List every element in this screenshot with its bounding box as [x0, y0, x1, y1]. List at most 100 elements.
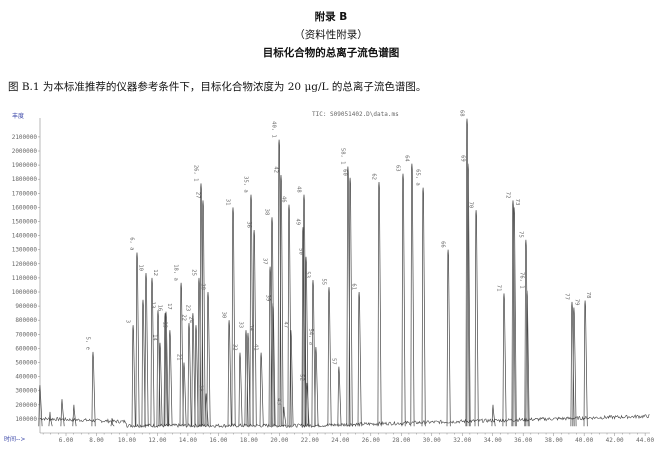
- x-tick-label: 20.00: [270, 437, 288, 444]
- y-tick-label: 1200000: [12, 261, 38, 268]
- peak-label: 39: [265, 295, 271, 302]
- peak: [206, 291, 211, 427]
- peak-label: 47: [282, 321, 288, 328]
- peak-label: 69: [460, 155, 466, 162]
- y-tick-label: 1500000: [12, 219, 38, 226]
- x-tick-label: 32.00: [453, 437, 471, 444]
- peak-label: 52: [298, 374, 304, 381]
- peak: [197, 277, 202, 427]
- peak: [583, 300, 588, 427]
- peak: [282, 406, 287, 427]
- peak: [474, 210, 479, 427]
- y-tick-label: 1900000: [12, 162, 38, 169]
- x-tick-label: 30.00: [423, 437, 441, 444]
- peak-label: 58, 1: [339, 148, 345, 165]
- peak-label: 31: [225, 199, 231, 206]
- y-axis-label: 丰度: [12, 112, 24, 120]
- peak-label: 23: [184, 305, 190, 312]
- peak: [314, 346, 319, 427]
- peak: [201, 200, 206, 427]
- peak: [246, 332, 251, 427]
- peak: [72, 404, 77, 427]
- y-tick-label: 1800000: [12, 176, 38, 183]
- peak-label: 53: [305, 271, 311, 278]
- peak-label: 49: [295, 218, 301, 225]
- peak: [357, 291, 362, 427]
- peak: [491, 404, 496, 427]
- peak-label: 36: [246, 221, 252, 228]
- peak: [38, 385, 43, 427]
- peak-label: 18, a: [173, 264, 179, 281]
- baseline-trace: [40, 414, 650, 429]
- peak: [512, 207, 517, 427]
- peak-label: 42: [273, 166, 279, 173]
- x-tick-label: 12.00: [148, 437, 166, 444]
- peak: [410, 163, 415, 427]
- peak: [446, 249, 451, 427]
- peak-label: 78: [585, 292, 591, 299]
- peak-label: 38: [264, 209, 270, 216]
- peak: [401, 173, 406, 427]
- x-tick-label: 42.00: [606, 437, 624, 444]
- peak-label: 77: [564, 293, 570, 300]
- x-tick-label: 34.00: [484, 437, 502, 444]
- y-tick-label: 1300000: [12, 247, 38, 254]
- peak-label: 76, 1: [519, 272, 525, 289]
- peak-label: 61: [351, 283, 357, 290]
- peak: [327, 287, 332, 427]
- peak: [91, 351, 96, 427]
- peak: [131, 325, 136, 427]
- peak: [346, 166, 351, 427]
- peak: [301, 227, 306, 427]
- peak-label: 41: [253, 344, 259, 351]
- peak: [304, 256, 309, 427]
- x-tick-label: 16.00: [209, 437, 227, 444]
- peak: [525, 290, 530, 427]
- y-tick-label: 1000000: [12, 289, 38, 296]
- x-tick-label: 10.00: [118, 437, 136, 444]
- peak: [164, 311, 169, 427]
- peak: [168, 330, 173, 427]
- peak-label: 37: [262, 258, 268, 265]
- peak: [465, 118, 470, 427]
- peak: [270, 217, 275, 427]
- peak-label: 64: [403, 155, 409, 162]
- x-tick-label: 26.00: [362, 437, 380, 444]
- peak-label: 62: [371, 173, 377, 180]
- peak-label: 12: [152, 269, 158, 276]
- y-tick-label: 900000: [15, 303, 37, 310]
- peak-label: 30: [221, 312, 227, 319]
- figure-caption-paragraph: 图 B.1 为本标准推荐的仪器参考条件下，目标化合物浓度为 20 μg/L 的总…: [8, 81, 427, 93]
- peak: [141, 299, 146, 427]
- x-tick-label: 24.00: [331, 437, 349, 444]
- y-tick-label: 300000: [15, 388, 37, 395]
- y-tick-label: 200000: [15, 402, 37, 409]
- peak: [144, 272, 149, 427]
- x-tick-label: 14.00: [179, 437, 197, 444]
- peak-label: 57: [330, 358, 336, 365]
- peak-label: 16: [157, 305, 163, 312]
- peak-label: 5, e: [85, 337, 91, 350]
- peak: [466, 163, 471, 427]
- peak-label: 70: [468, 202, 474, 209]
- y-tick-label: 2000000: [12, 148, 38, 155]
- peak: [570, 301, 575, 427]
- y-tick-label: 1400000: [12, 233, 38, 240]
- x-tick-label: 28.00: [392, 437, 410, 444]
- peak: [287, 204, 292, 427]
- peak-label: 28: [200, 283, 206, 290]
- peak: [279, 174, 284, 427]
- peak: [348, 177, 353, 427]
- peak: [511, 200, 516, 427]
- peak: [337, 366, 342, 427]
- peak: [259, 352, 264, 427]
- y-tick-label: 600000: [15, 345, 37, 352]
- x-tick-label: 8.00: [89, 437, 104, 444]
- peak: [421, 187, 426, 427]
- appendix-nature: （资料性附录）: [294, 29, 368, 41]
- x-tick-label: 36.00: [514, 437, 532, 444]
- peak-label: 33: [238, 321, 244, 328]
- peak: [227, 320, 232, 427]
- peak: [252, 229, 257, 427]
- peak: [572, 307, 577, 427]
